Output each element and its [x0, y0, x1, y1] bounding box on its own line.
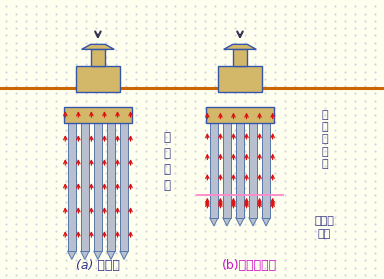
Bar — [262, 107, 270, 218]
Polygon shape — [107, 251, 115, 259]
Polygon shape — [94, 251, 102, 259]
Bar — [91, 49, 105, 66]
Polygon shape — [81, 44, 114, 49]
Bar — [236, 107, 244, 218]
Bar — [94, 107, 102, 251]
Polygon shape — [236, 218, 244, 226]
Polygon shape — [249, 218, 257, 226]
Bar — [218, 66, 262, 92]
Bar — [210, 107, 218, 218]
Text: 较
软
弱
土
层: 较 软 弱 土 层 — [321, 110, 328, 169]
Polygon shape — [223, 44, 257, 49]
Bar — [68, 107, 76, 251]
Polygon shape — [68, 251, 76, 259]
Bar — [223, 107, 231, 218]
Bar — [206, 107, 273, 123]
Bar — [76, 66, 120, 92]
Polygon shape — [120, 251, 128, 259]
Polygon shape — [81, 251, 89, 259]
Text: 较坚硬
土层: 较坚硬 土层 — [314, 216, 334, 239]
Text: (a) 摩擦桩: (a) 摩擦桩 — [76, 259, 120, 272]
Bar — [233, 49, 247, 66]
Bar — [249, 107, 257, 218]
Text: (b)端承摩擦桩: (b)端承摩擦桩 — [222, 259, 277, 272]
Polygon shape — [223, 218, 231, 226]
Polygon shape — [210, 218, 218, 226]
Text: 软
弱
土
层: 软 弱 土 层 — [164, 131, 170, 192]
Bar — [120, 107, 128, 251]
Bar — [107, 107, 115, 251]
Polygon shape — [262, 218, 270, 226]
Bar — [81, 107, 89, 251]
Bar — [65, 107, 131, 123]
